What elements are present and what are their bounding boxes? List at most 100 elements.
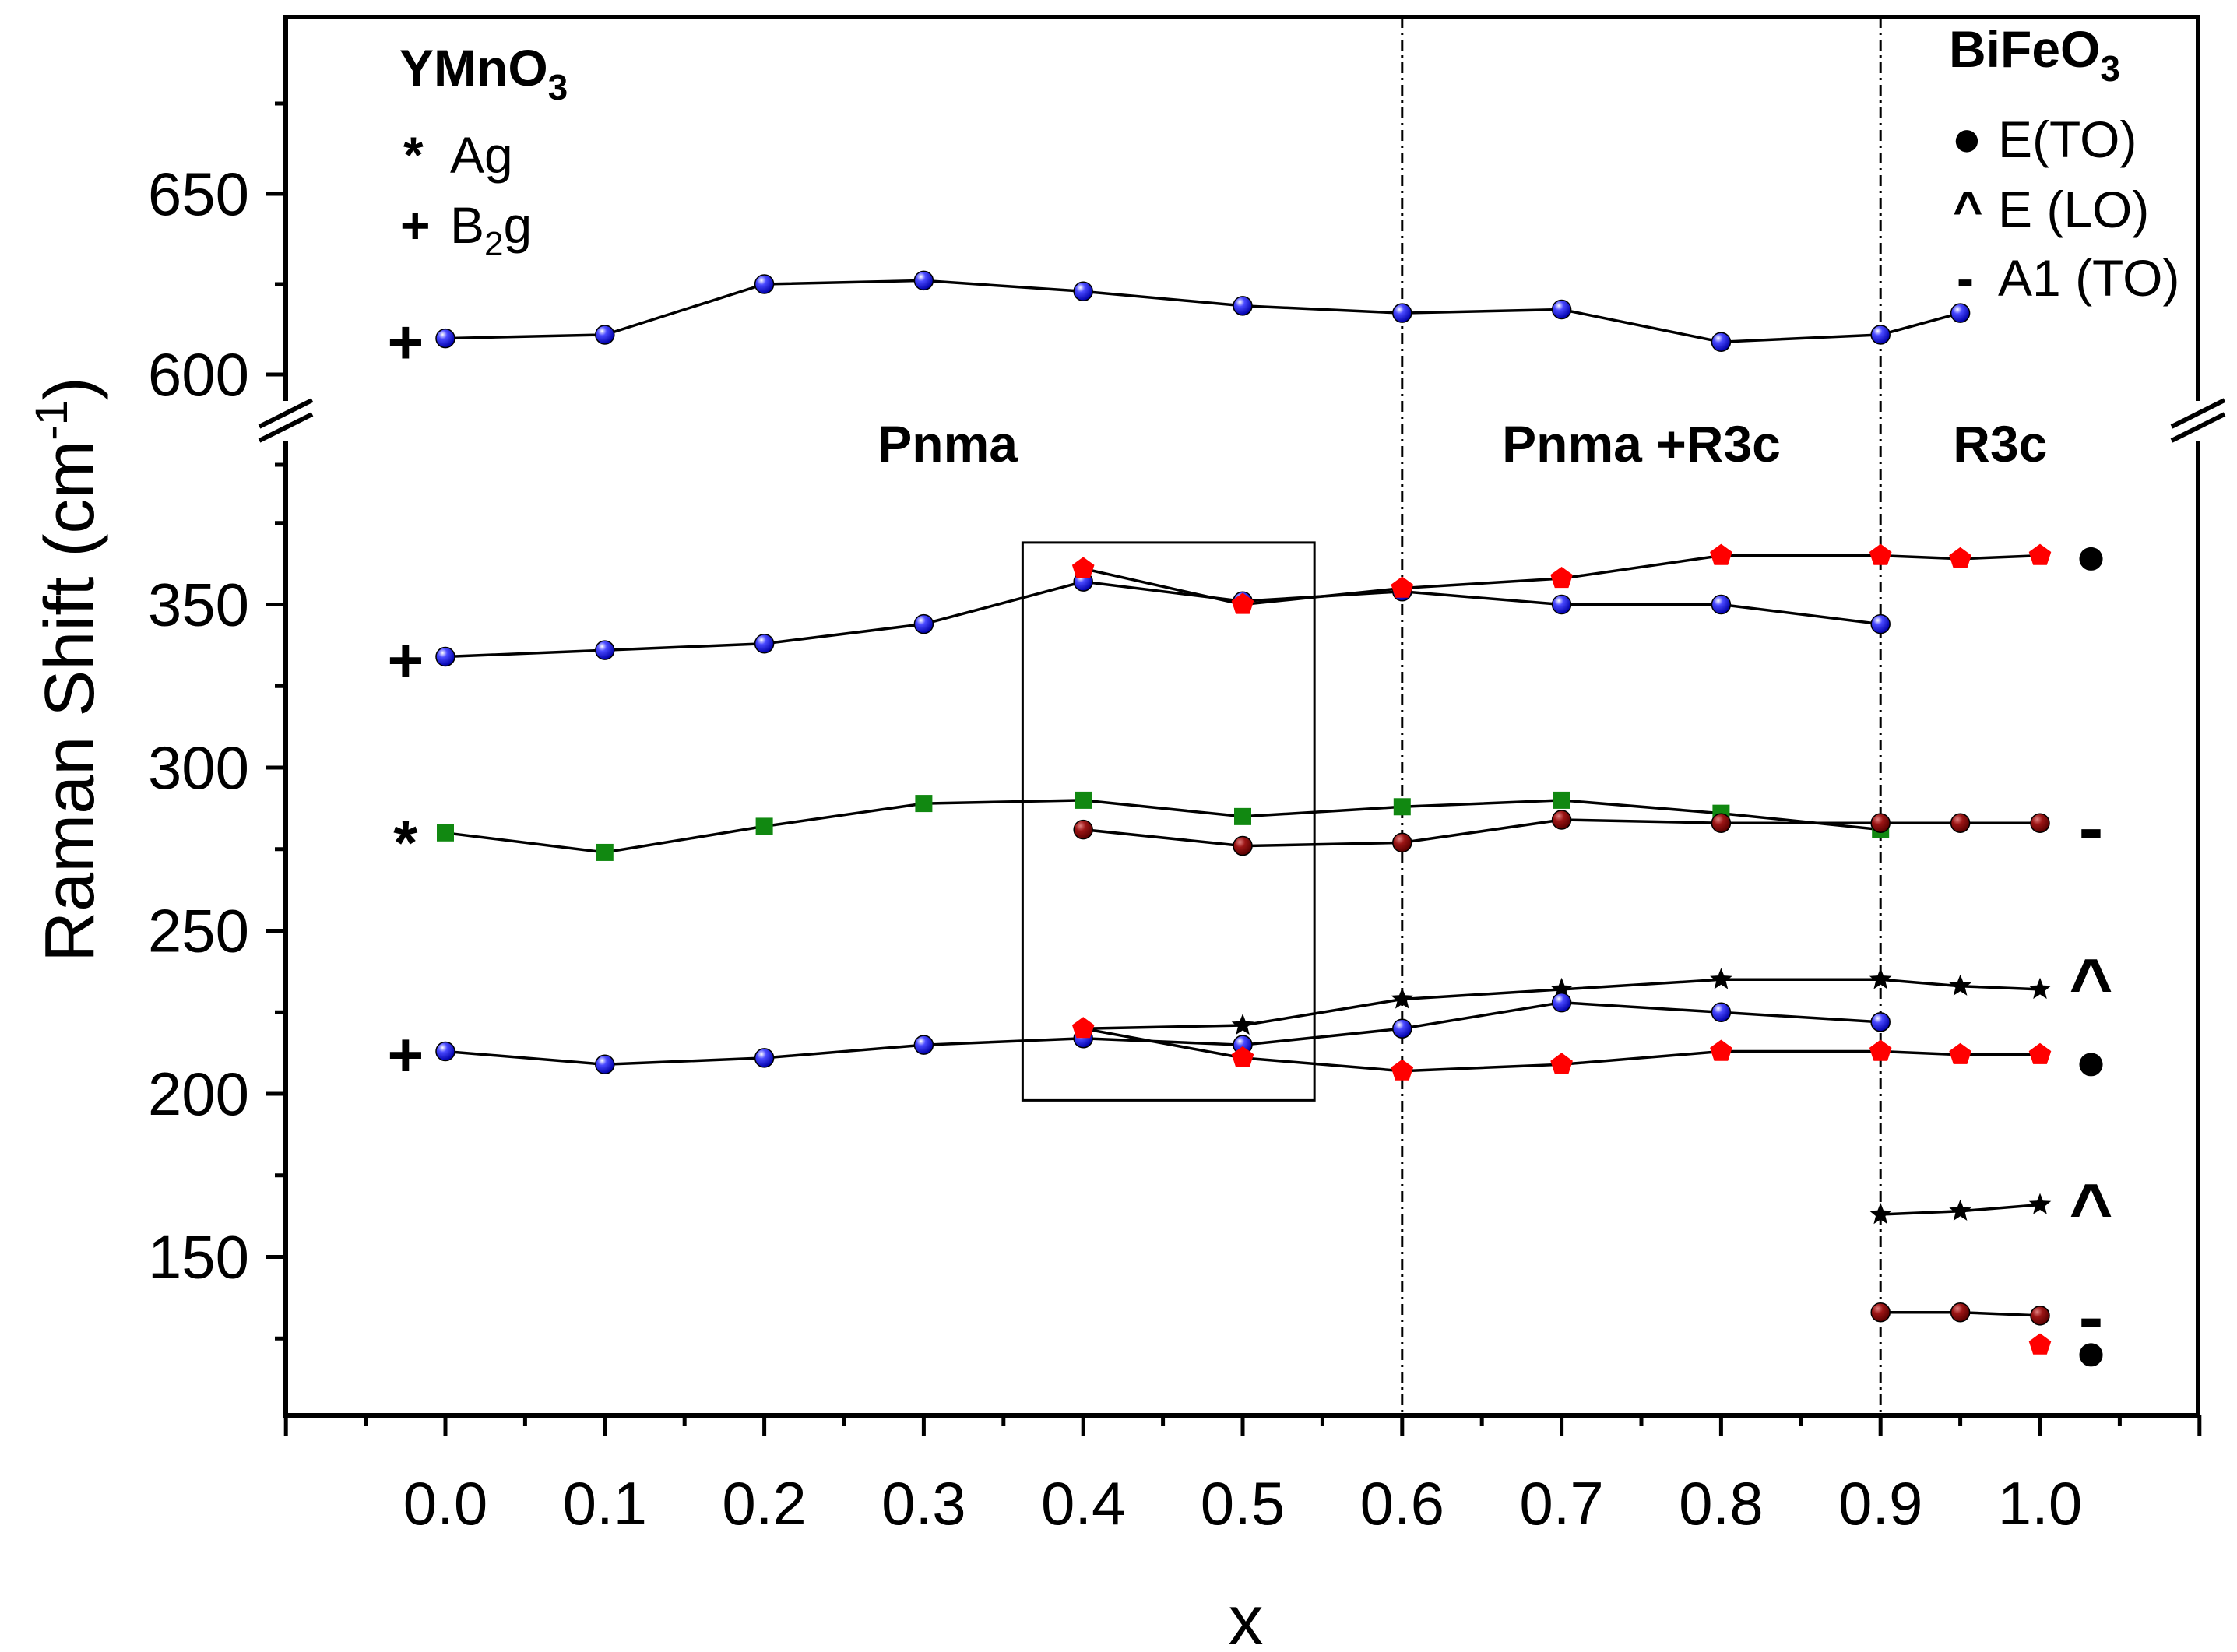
data-point-star bbox=[1550, 977, 1573, 1000]
series-line bbox=[445, 580, 1881, 659]
x-tick-label: 0.1 bbox=[563, 1469, 647, 1538]
data-point-sphere bbox=[595, 1054, 615, 1075]
phase-labels: Pnma Pnma +R3c R3c bbox=[878, 415, 2047, 473]
data-point-sphere bbox=[1950, 303, 1971, 323]
data-point-sphere bbox=[1711, 594, 1732, 615]
mode-symbol-marker: ● bbox=[2074, 1321, 2107, 1382]
ymno3-legend-label-ag: Ag bbox=[450, 126, 513, 184]
mode-symbol-marker: ● bbox=[2074, 1031, 2107, 1091]
phase-label: Pnma +R3c bbox=[1502, 415, 1781, 473]
mode-symbol-marker: + bbox=[387, 626, 424, 695]
data-point-star bbox=[2028, 977, 2052, 1000]
data-point-pentagon bbox=[1550, 567, 1573, 589]
x-tick-label: 0.5 bbox=[1201, 1469, 1285, 1538]
data-point-pentagon bbox=[1949, 1042, 1971, 1064]
x-tick-label: 0.2 bbox=[722, 1469, 806, 1538]
data-point-square bbox=[1393, 798, 1411, 816]
ymno3-legend-symbol-ag: * bbox=[403, 126, 424, 184]
data-point-star bbox=[2028, 1193, 2052, 1214]
series-line bbox=[1083, 818, 2040, 848]
data-point-pentagon bbox=[1391, 576, 1414, 598]
axis-break bbox=[258, 398, 2226, 443]
mode-symbol-marker: * bbox=[393, 808, 418, 877]
bifeo3-legend-symbol-elo: ^ bbox=[1953, 181, 1983, 238]
data-point-sphere bbox=[2030, 1306, 2050, 1326]
data-point-sphere bbox=[1870, 1302, 1891, 1323]
series-lines bbox=[445, 279, 2041, 1317]
data-point-sphere bbox=[1950, 1302, 1971, 1323]
bifeo3-legend-symbol-eto: ● bbox=[1951, 109, 1982, 167]
data-point-square bbox=[437, 824, 454, 842]
phase-label: Pnma bbox=[878, 415, 1018, 473]
x-tick-label: 0.7 bbox=[1519, 1469, 1603, 1538]
mode-symbol-marker: + bbox=[387, 1021, 424, 1090]
x-tick-label: 1.0 bbox=[1998, 1469, 2082, 1538]
data-point-sphere bbox=[754, 634, 775, 654]
data-point-sphere bbox=[754, 1048, 775, 1068]
bifeo3-legend: BiFeO3 ● E(TO) ^ E (LO) - A1 (TO) bbox=[1949, 20, 2179, 307]
axis-break-slash-3 bbox=[2170, 412, 2226, 443]
plot-frame bbox=[283, 15, 2200, 1418]
phase-label: R3c bbox=[1953, 415, 2047, 473]
data-point-square bbox=[1075, 791, 1092, 809]
series-line bbox=[1082, 1027, 2040, 1073]
axis-break-slash-0 bbox=[258, 398, 314, 429]
data-point-sphere bbox=[1392, 832, 1412, 853]
x-tick-label: 0.8 bbox=[1679, 1469, 1763, 1538]
mode-symbol-markers: ++*+●-^●^-● bbox=[387, 308, 2112, 1382]
phase-boundaries bbox=[1401, 17, 1882, 1415]
data-point-pentagon bbox=[1231, 592, 1254, 614]
series-line bbox=[445, 279, 1961, 343]
x-tick-label: 0.3 bbox=[881, 1469, 965, 1538]
y-axis-title: Raman Shift (cm-1) bbox=[26, 377, 109, 962]
highlight-rect bbox=[1021, 541, 1316, 1102]
data-point-sphere bbox=[435, 328, 455, 349]
data-point-sphere bbox=[595, 640, 615, 660]
data-point-star bbox=[1949, 974, 1971, 996]
data-point-sphere bbox=[1551, 299, 1572, 320]
y-axis: 150 200 250 300 350 600 650 bbox=[148, 101, 286, 1341]
y-tick-label: 150 bbox=[148, 1223, 249, 1292]
data-point-pentagon bbox=[1231, 1046, 1254, 1067]
mode-symbol-marker: ● bbox=[2074, 525, 2107, 586]
data-point-star bbox=[1869, 968, 1892, 989]
data-point-sphere bbox=[2030, 813, 2050, 833]
data-point-sphere bbox=[1950, 813, 1971, 833]
data-point-square bbox=[915, 795, 933, 813]
data-point-square bbox=[596, 843, 614, 861]
y-tick-label: 200 bbox=[148, 1060, 249, 1128]
data-point-pentagon bbox=[1869, 543, 1892, 565]
data-point-sphere bbox=[1870, 613, 1891, 634]
data-point-sphere bbox=[1711, 1002, 1732, 1022]
data-point-sphere bbox=[754, 274, 775, 294]
mode-symbol-marker: - bbox=[2079, 1275, 2104, 1359]
x-tick-label: 0.4 bbox=[1041, 1469, 1125, 1538]
bifeo3-legend-label-a1to: A1 (TO) bbox=[1998, 249, 2179, 307]
data-point-sphere bbox=[1870, 1012, 1891, 1032]
data-point-sphere bbox=[1233, 835, 1253, 856]
data-point-sphere bbox=[1551, 992, 1572, 1013]
data-point-star bbox=[1949, 1199, 1971, 1221]
mode-symbol-marker: + bbox=[387, 308, 424, 377]
y-tick-label: 250 bbox=[148, 897, 249, 965]
x-axis: 0.0 0.1 0.2 0.3 0.4 0.5 0.6 0.7 0.8 0.9 1.0 bbox=[283, 1415, 2202, 1538]
data-point-sphere bbox=[435, 1041, 455, 1062]
bifeo3-legend-label-elo: E (LO) bbox=[1998, 181, 2149, 238]
x-tick-label: 0.6 bbox=[1360, 1469, 1444, 1538]
x-tick-label: 0.0 bbox=[403, 1469, 487, 1538]
data-point-sphere bbox=[913, 270, 934, 291]
y-tick-label: 600 bbox=[148, 340, 249, 409]
data-point-sphere bbox=[913, 613, 934, 634]
data-point-sphere bbox=[1711, 813, 1732, 833]
series-line bbox=[445, 1000, 1881, 1067]
data-point-star bbox=[1869, 1203, 1892, 1225]
data-point-pentagon bbox=[1071, 1017, 1095, 1039]
ymno3-legend-label-b2g: B2g bbox=[450, 196, 532, 263]
data-point-pentagon bbox=[1949, 547, 1971, 568]
x-tick-label: 0.9 bbox=[1838, 1469, 1922, 1538]
data-point-sphere bbox=[913, 1035, 934, 1055]
data-point-pentagon bbox=[1391, 1059, 1414, 1081]
data-point-sphere bbox=[1870, 813, 1891, 833]
data-point-sphere bbox=[1233, 296, 1253, 316]
data-point-star bbox=[1231, 1014, 1254, 1035]
